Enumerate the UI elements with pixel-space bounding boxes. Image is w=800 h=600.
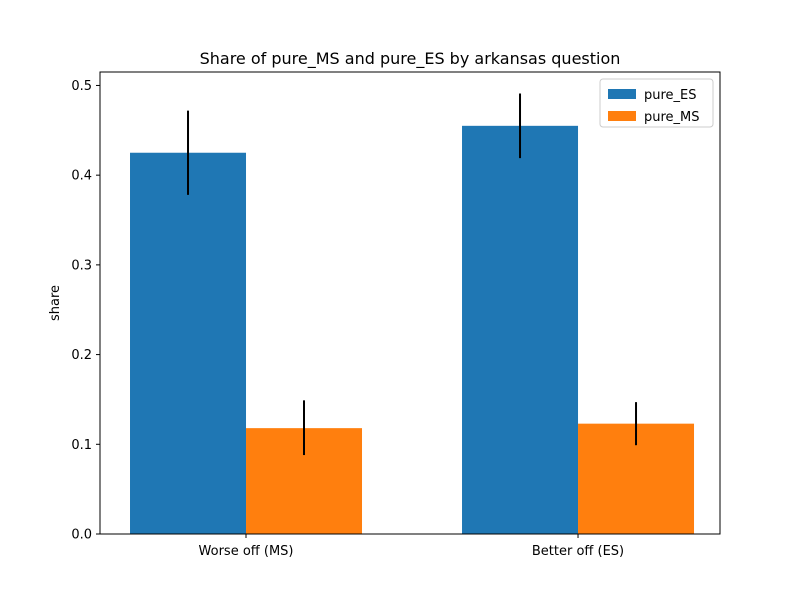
y-tick-label: 0.1 bbox=[71, 438, 92, 453]
y-axis-label: share bbox=[48, 285, 63, 321]
x-axis: Worse off (MS) Better off (ES) bbox=[199, 534, 624, 559]
plot-frame bbox=[99, 71, 721, 535]
bar-pure_ES-0 bbox=[130, 152, 247, 535]
y-tick-label: 0.5 bbox=[71, 79, 92, 94]
bars-group bbox=[130, 125, 695, 535]
x-tick-label: Better off (ES) bbox=[532, 544, 624, 559]
y-tick-label: 0.2 bbox=[71, 348, 92, 363]
bar-pure_ES-1 bbox=[462, 125, 579, 534]
errorbars-group bbox=[187, 93, 638, 456]
y-tick-label: 0.4 bbox=[71, 169, 92, 184]
chart-title: Share of pure_MS and pure_ES by arkansas… bbox=[200, 49, 621, 69]
legend: pure_ES pure_MS bbox=[599, 78, 714, 128]
y-tick-label: 0.3 bbox=[71, 258, 92, 273]
x-tick-label: Worse off (MS) bbox=[199, 544, 294, 559]
legend-swatch-pure_MS bbox=[608, 111, 636, 121]
legend-label-pure_ES: pure_ES bbox=[644, 88, 697, 103]
y-axis: 0.0 0.1 0.2 0.3 0.4 0.5 bbox=[71, 79, 100, 543]
y-tick-label: 0.0 bbox=[71, 528, 92, 543]
legend-label-pure_MS: pure_MS bbox=[644, 110, 700, 125]
legend-swatch-pure_ES bbox=[608, 89, 636, 99]
